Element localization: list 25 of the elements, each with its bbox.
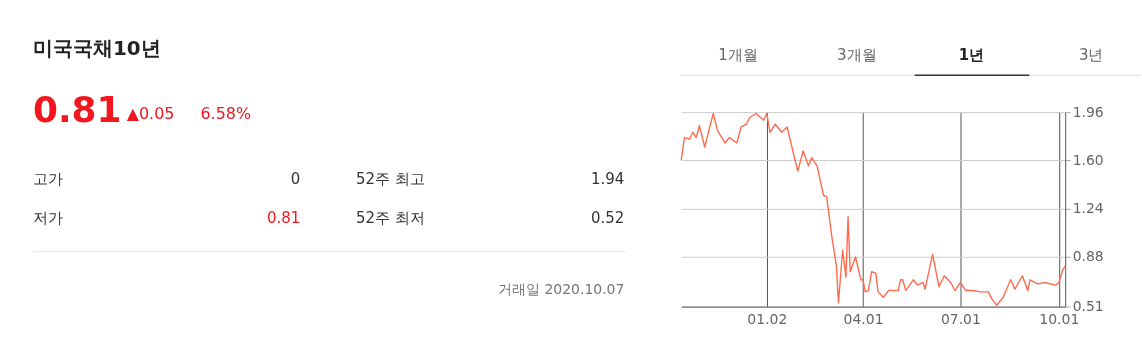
text: 저가 (32, 208, 63, 227)
x-tick-label: 04.01 (843, 311, 884, 328)
text: 3년 (1078, 46, 1104, 65)
x-tick-label: 01.02 (747, 311, 788, 328)
text: 1.94 (591, 169, 625, 188)
text: 미국국채10년 (32, 36, 161, 61)
text: 1개월 (718, 46, 758, 65)
text: 0.81 (32, 89, 122, 131)
text: 0 (290, 169, 301, 188)
text: 거래일 2020.10.07 (498, 280, 625, 297)
text: 6.58% (200, 104, 252, 124)
y-tick-label: 1.96 (1072, 103, 1104, 120)
y-tick-label: 1.60 (1072, 151, 1104, 168)
text: 52주 최고 (356, 169, 425, 188)
text: 0.52 (591, 208, 625, 227)
text: 0.81 (266, 208, 301, 227)
text: 52주 최저 (356, 208, 425, 227)
x-tick-label: 07.01 (940, 311, 981, 328)
text: 3개월 (836, 46, 877, 65)
text: ▲0.05 (126, 104, 175, 124)
y-tick-label: 0.88 (1072, 248, 1104, 265)
y-tick-label: 1.24 (1072, 200, 1104, 217)
text: 고가 (32, 169, 63, 188)
line-series (680, 112, 1066, 306)
text: 1년 (958, 46, 985, 65)
